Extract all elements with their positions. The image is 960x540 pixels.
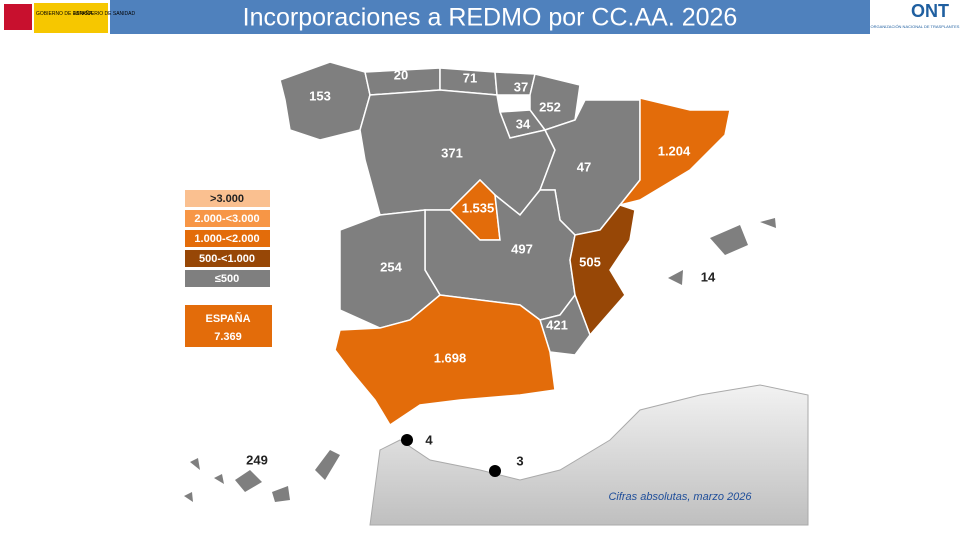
region-labels: 153 20 71 37 252 34 371 47 1.204 1.535 4…	[246, 67, 716, 468]
legend-label: >3.000	[210, 193, 244, 205]
legend-label: ≤500	[215, 273, 239, 285]
ministry-text: MINISTERIO DE SANIDAD	[74, 11, 136, 17]
footnote: Cifras absolutas, marzo 2026	[608, 491, 752, 503]
legend-swatch	[185, 230, 270, 247]
title-bar	[110, 0, 870, 34]
region-label: 497	[511, 241, 533, 256]
region-label: 249	[246, 452, 268, 467]
region-label: 20	[394, 67, 408, 82]
region	[401, 434, 413, 446]
region-label: 14	[701, 269, 716, 284]
region-label: 254	[380, 259, 402, 274]
region	[489, 465, 501, 477]
legend-swatch	[185, 210, 270, 227]
region	[272, 486, 290, 502]
ont-logo: ONT	[911, 1, 949, 21]
total-label: ESPAÑA	[205, 312, 250, 325]
region-label: 153	[309, 88, 331, 103]
region-label: 37	[514, 79, 528, 94]
legend-swatch	[185, 250, 270, 267]
africa	[369, 384, 809, 526]
region-label: 252	[539, 99, 561, 114]
region-label: 1.698	[434, 350, 467, 365]
region-label: 3	[516, 453, 523, 468]
region-label: 1.535	[462, 200, 495, 215]
coat-of-arms	[4, 4, 32, 30]
title: Incorporaciones a REDMO por CC.AA. 2026	[243, 4, 738, 32]
gov-logo	[34, 3, 108, 33]
region-label: 505	[579, 254, 601, 269]
legend-swatch	[185, 190, 270, 207]
legend: >3.000 2.000-<3.000 1.000-<2.000 500-<1.…	[185, 190, 270, 287]
legend-swatch	[185, 270, 270, 287]
legend-label: 500-<1.000	[199, 253, 255, 265]
region-label: 4	[425, 432, 433, 447]
map	[184, 61, 776, 502]
region	[334, 294, 556, 427]
legend-label: 2.000-<3.000	[194, 213, 259, 225]
region-label: 371	[441, 145, 463, 160]
region	[618, 97, 731, 207]
region-label: 421	[546, 317, 568, 332]
region	[184, 492, 193, 502]
total-box	[185, 305, 272, 347]
region-label: 1.204	[658, 143, 691, 158]
region	[315, 450, 340, 480]
region	[235, 470, 262, 492]
region	[760, 218, 776, 228]
region	[214, 474, 224, 484]
region	[668, 270, 683, 285]
legend-label: 1.000-<2.000	[194, 233, 259, 245]
region	[710, 225, 748, 255]
total-value: 7.369	[214, 331, 242, 343]
ont-subtitle: ORGANIZACIÓN NACIONAL DE TRASPLANTES	[871, 24, 960, 29]
region	[569, 204, 636, 337]
region-label: 47	[577, 159, 591, 174]
region	[190, 458, 200, 470]
region-label: 34	[516, 116, 531, 131]
region-label: 71	[463, 70, 477, 85]
gov-text: GOBIERNO DE ESPAÑA	[36, 10, 93, 17]
